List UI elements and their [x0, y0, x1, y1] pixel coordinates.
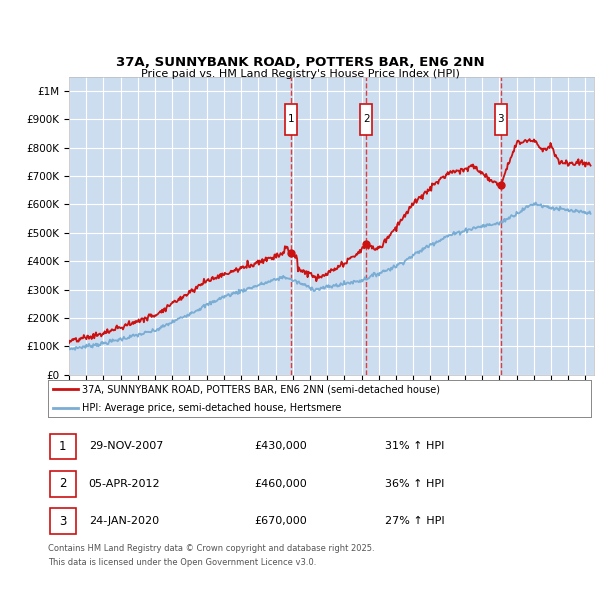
FancyBboxPatch shape [360, 104, 372, 135]
FancyBboxPatch shape [285, 104, 297, 135]
Text: 27% ↑ HPI: 27% ↑ HPI [385, 516, 444, 526]
Text: 1: 1 [288, 114, 295, 124]
FancyBboxPatch shape [494, 104, 506, 135]
Text: 24-JAN-2020: 24-JAN-2020 [89, 516, 159, 526]
Text: 1: 1 [59, 440, 67, 453]
Text: £430,000: £430,000 [254, 441, 307, 451]
FancyBboxPatch shape [50, 471, 76, 497]
Text: 3: 3 [497, 114, 504, 124]
Text: 29-NOV-2007: 29-NOV-2007 [89, 441, 163, 451]
FancyBboxPatch shape [50, 434, 76, 459]
FancyBboxPatch shape [50, 509, 76, 534]
Text: 37A, SUNNYBANK ROAD, POTTERS BAR, EN6 2NN (semi-detached house): 37A, SUNNYBANK ROAD, POTTERS BAR, EN6 2N… [82, 384, 440, 394]
Text: £460,000: £460,000 [254, 478, 307, 489]
Text: Contains HM Land Registry data © Crown copyright and database right 2025.: Contains HM Land Registry data © Crown c… [48, 544, 374, 553]
Text: 36% ↑ HPI: 36% ↑ HPI [385, 478, 444, 489]
Text: HPI: Average price, semi-detached house, Hertsmere: HPI: Average price, semi-detached house,… [82, 403, 341, 413]
Text: 37A, SUNNYBANK ROAD, POTTERS BAR, EN6 2NN: 37A, SUNNYBANK ROAD, POTTERS BAR, EN6 2N… [116, 56, 484, 69]
Text: This data is licensed under the Open Government Licence v3.0.: This data is licensed under the Open Gov… [48, 558, 316, 566]
Text: 2: 2 [59, 477, 67, 490]
Text: £670,000: £670,000 [254, 516, 307, 526]
Text: 05-APR-2012: 05-APR-2012 [89, 478, 160, 489]
Text: 3: 3 [59, 514, 67, 527]
Text: 31% ↑ HPI: 31% ↑ HPI [385, 441, 444, 451]
Text: 2: 2 [363, 114, 370, 124]
Text: Price paid vs. HM Land Registry's House Price Index (HPI): Price paid vs. HM Land Registry's House … [140, 70, 460, 79]
